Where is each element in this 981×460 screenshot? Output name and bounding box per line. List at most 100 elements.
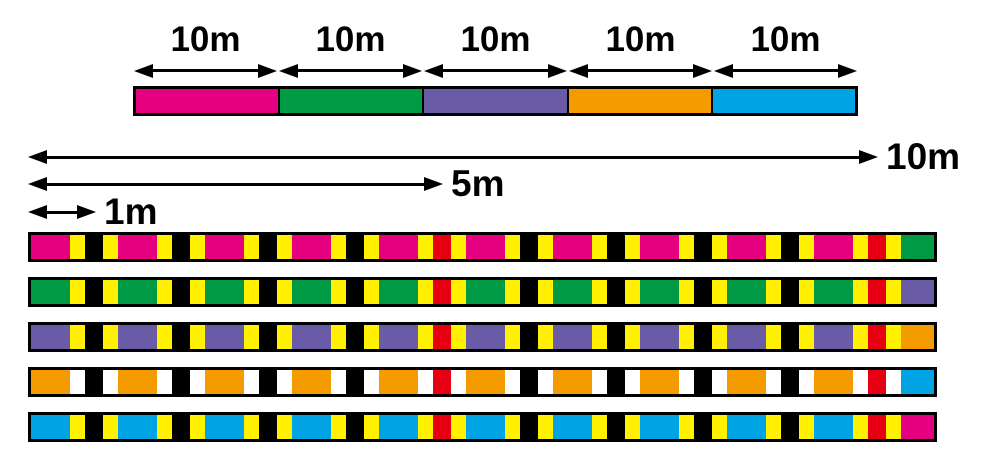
tick-3m <box>244 280 292 304</box>
white-stripe <box>244 370 259 394</box>
black-tick-center <box>607 280 625 304</box>
yellow-stripe <box>799 415 814 439</box>
black-tick-center <box>346 415 364 439</box>
yellow-stripe <box>331 415 346 439</box>
tick-2m <box>157 235 205 259</box>
yellow-stripe <box>853 415 868 439</box>
tick-5m <box>418 235 466 259</box>
black-tick-center <box>607 235 625 259</box>
next-color-segment-purple <box>901 280 934 304</box>
white-stripe <box>190 370 205 394</box>
arrowhead-right-icon <box>548 63 567 78</box>
yellow-stripe <box>103 415 118 439</box>
black-tick-center <box>346 280 364 304</box>
arrowhead-left-icon <box>28 205 47 219</box>
black-tick-center <box>781 235 799 259</box>
scale-arrow-cell-purple <box>423 62 568 79</box>
white-stripe <box>451 370 466 394</box>
yellow-stripe <box>766 280 781 304</box>
arrowhead-right-icon <box>403 63 422 78</box>
yellow-stripe <box>538 325 553 349</box>
yellow-stripe <box>505 415 520 439</box>
white-stripe <box>712 370 727 394</box>
ruler-5m-label: 5m <box>451 163 505 204</box>
black-tick-center <box>607 325 625 349</box>
ruler-arrow-icon <box>28 176 443 193</box>
tick-2m <box>157 325 205 349</box>
yellow-stripe <box>712 235 727 259</box>
arrow-line <box>733 69 838 72</box>
scale-segment-orange <box>566 89 711 113</box>
tick-8m <box>679 280 727 304</box>
tick-4m <box>331 280 379 304</box>
yellow-stripe <box>244 235 259 259</box>
tick-6m <box>505 325 553 349</box>
yellow-stripe <box>70 235 85 259</box>
arrow-line <box>153 69 258 72</box>
arrowhead-right-icon <box>838 63 857 78</box>
yellow-stripe <box>886 235 901 259</box>
yellow-stripe <box>331 235 346 259</box>
yellow-stripe <box>244 415 259 439</box>
white-stripe <box>538 370 553 394</box>
arrowhead-left-icon <box>569 63 588 78</box>
white-stripe <box>157 370 172 394</box>
tick-3m <box>244 235 292 259</box>
tick-7m <box>592 370 640 394</box>
yellow-stripe <box>853 280 868 304</box>
yellow-stripe <box>538 235 553 259</box>
tick-2m <box>157 280 205 304</box>
yellow-stripe <box>451 280 466 304</box>
scale-label-magenta: 10m <box>170 20 241 59</box>
tick-6m <box>505 280 553 304</box>
tick-7m <box>592 415 640 439</box>
yellow-stripe <box>679 325 694 349</box>
black-tick-center <box>346 235 364 259</box>
black-tick-center <box>781 415 799 439</box>
yellow-stripe <box>853 235 868 259</box>
yellow-stripe <box>505 280 520 304</box>
yellow-stripe <box>679 235 694 259</box>
yellow-stripe <box>592 235 607 259</box>
tick-8m <box>679 415 727 439</box>
tick-10m <box>853 235 901 259</box>
tick-10m <box>853 370 901 394</box>
red-tick-center <box>868 415 886 439</box>
tick-7m <box>592 280 640 304</box>
black-tick-center <box>172 325 190 349</box>
black-tick-center <box>520 370 538 394</box>
white-stripe <box>625 370 640 394</box>
yellow-stripe <box>103 325 118 349</box>
arrowhead-right-icon <box>424 177 443 191</box>
white-stripe <box>103 370 118 394</box>
red-tick-center <box>868 325 886 349</box>
black-tick-center <box>694 235 712 259</box>
tick-1m <box>70 280 118 304</box>
yellow-stripe <box>331 325 346 349</box>
arrowhead-right-icon <box>77 205 96 219</box>
top-scale-section: 10m 10m 10m 10m 10m <box>133 0 858 120</box>
black-tick-center <box>85 325 103 349</box>
black-tick-center <box>781 370 799 394</box>
arrowhead-right-icon <box>859 150 878 164</box>
tick-8m <box>679 370 727 394</box>
black-tick-center <box>85 415 103 439</box>
yellow-stripe <box>364 415 379 439</box>
segment-arrow-icon <box>134 62 277 79</box>
yellow-stripe <box>190 280 205 304</box>
black-tick-center <box>259 280 277 304</box>
red-tick-center <box>868 235 886 259</box>
scale-segment-green <box>278 89 423 113</box>
yellow-stripe <box>766 325 781 349</box>
ruler-arrow-icon <box>28 204 96 221</box>
top-scale-color-bar <box>133 86 858 116</box>
segment-arrow-icon <box>714 62 857 79</box>
yellow-stripe <box>625 280 640 304</box>
tick-10m <box>853 280 901 304</box>
arrowhead-left-icon <box>714 63 733 78</box>
arrowhead-left-icon <box>134 63 153 78</box>
line-bar-magenta-section <box>28 232 937 262</box>
yellow-stripe <box>679 415 694 439</box>
tick-10m <box>853 415 901 439</box>
ruler-arrow-icon <box>28 149 878 166</box>
